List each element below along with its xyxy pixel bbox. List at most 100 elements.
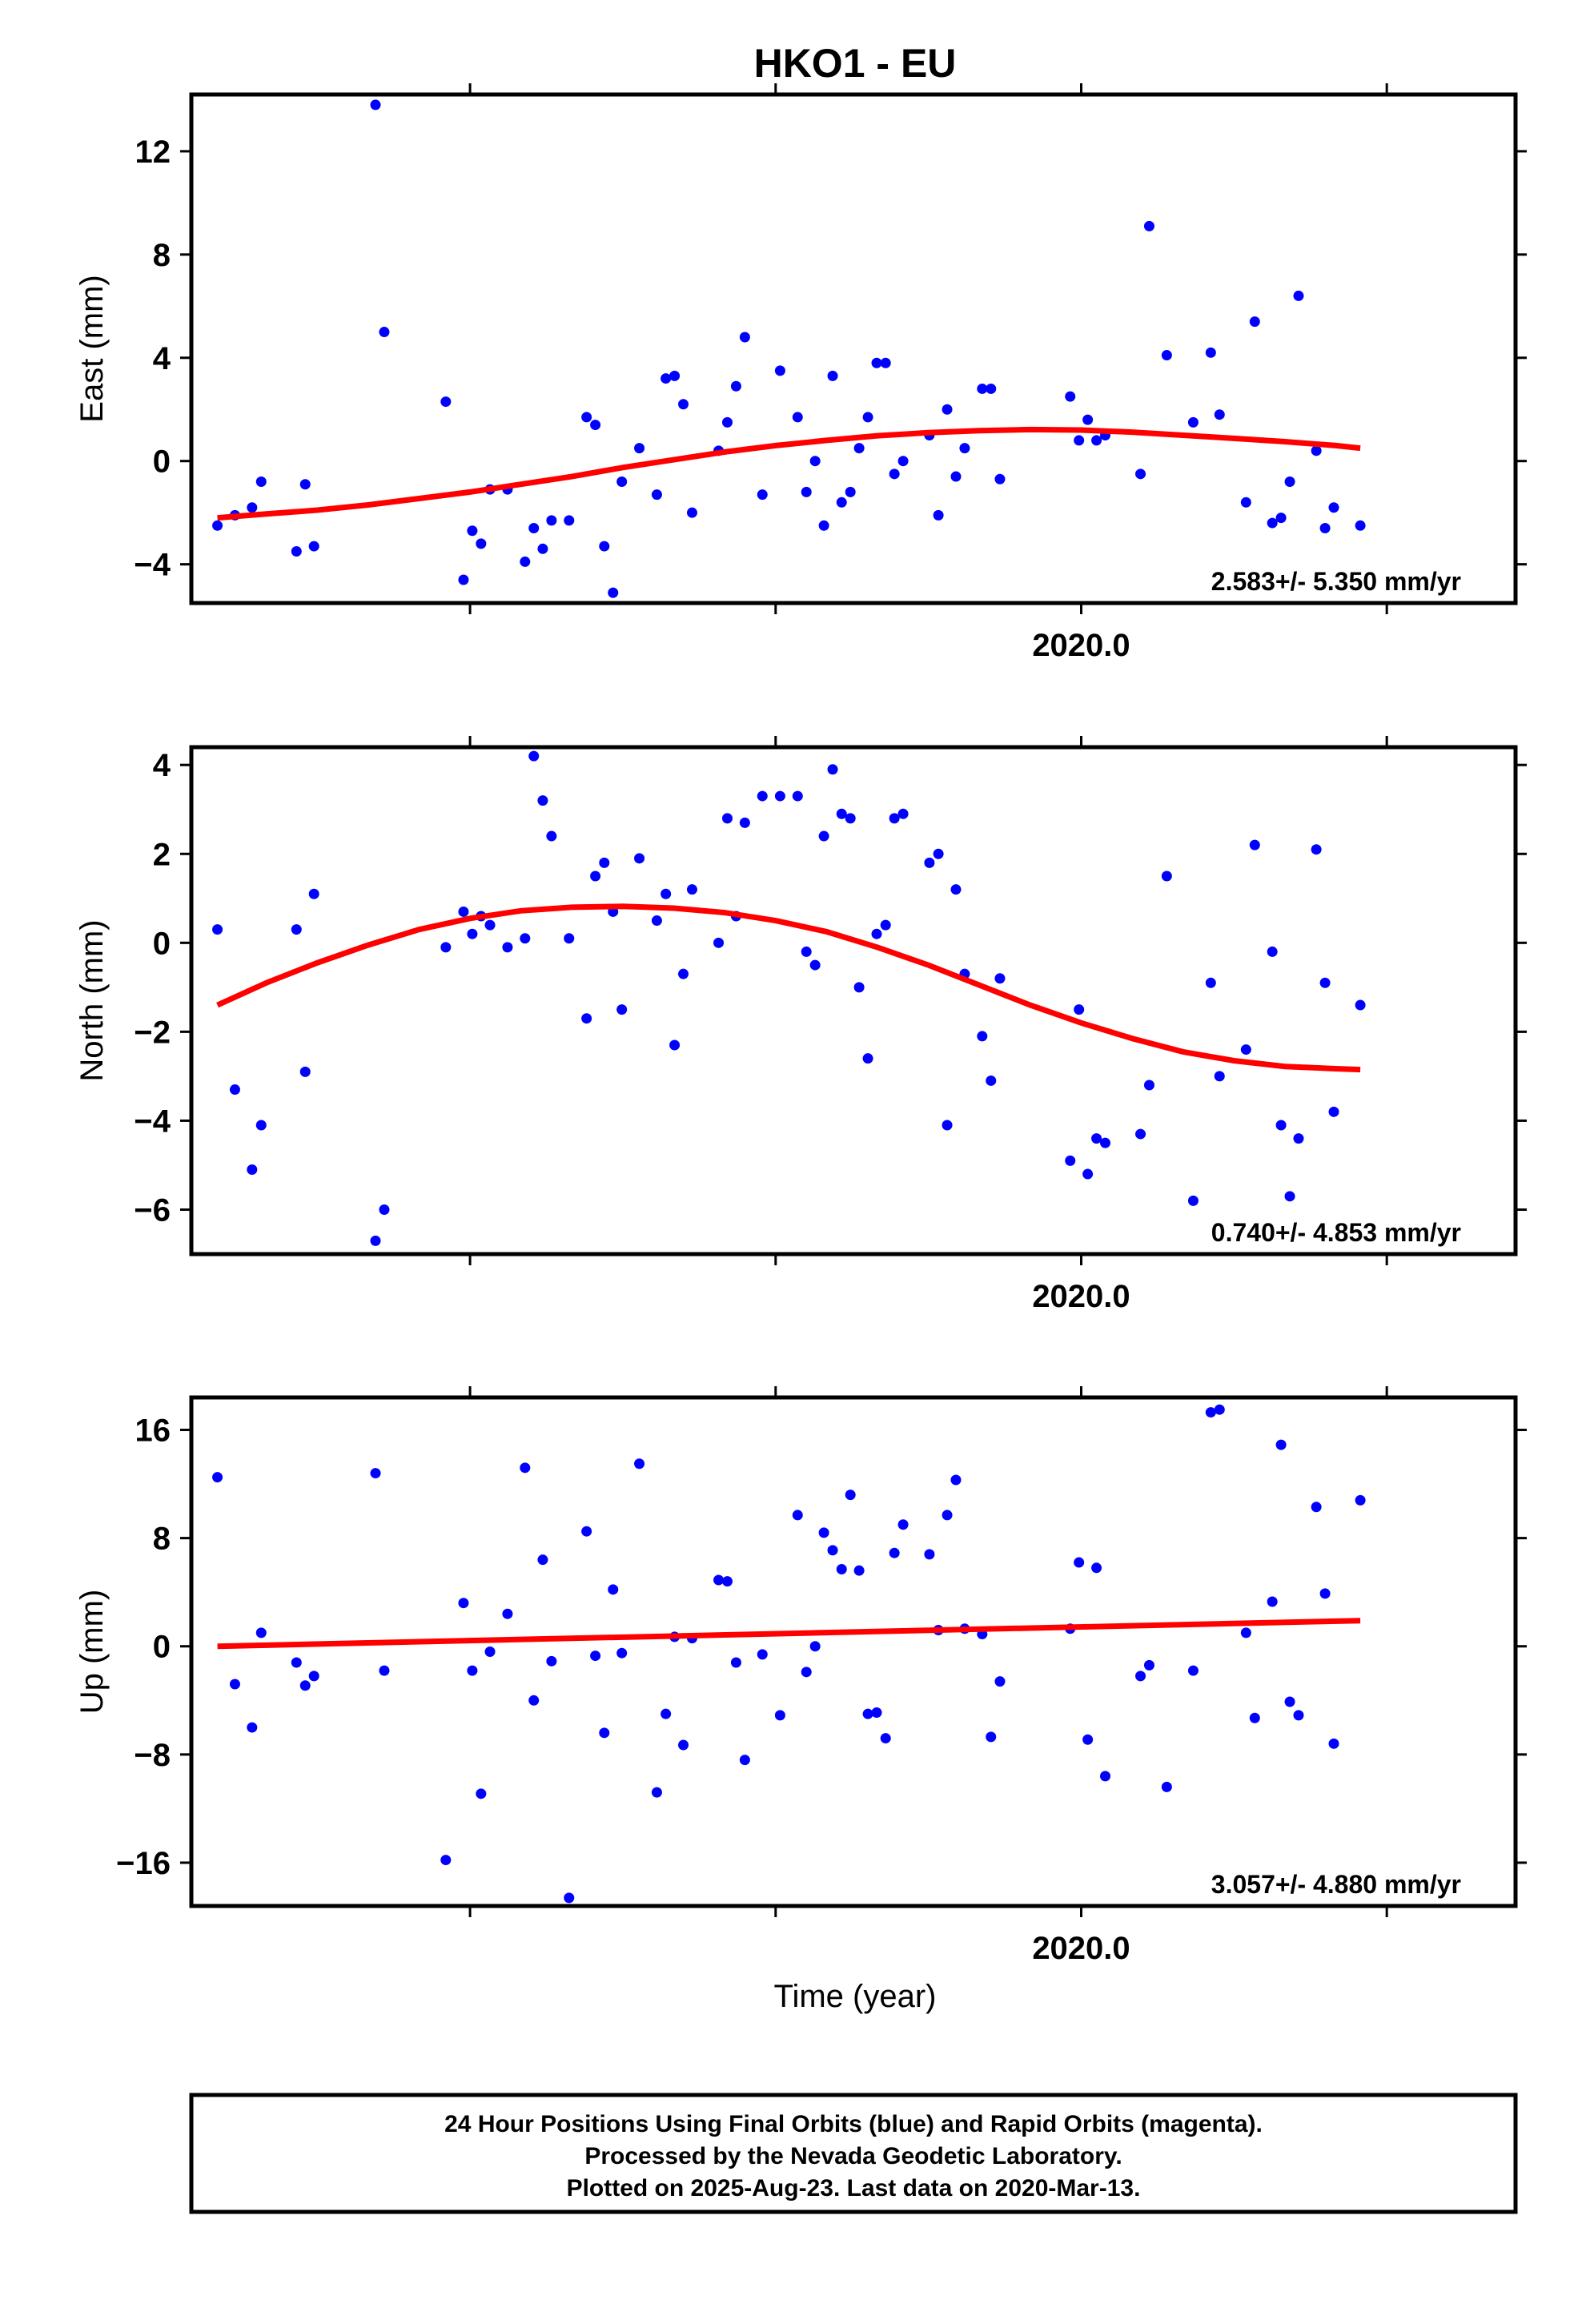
data-point-up bbox=[1100, 1771, 1111, 1782]
data-point-up bbox=[1187, 1665, 1199, 1676]
data-point-north bbox=[862, 1053, 873, 1064]
data-point-east bbox=[476, 538, 487, 549]
y-axis-label-east: East (mm) bbox=[74, 275, 110, 422]
velocity-label-east: 2.583+/- 5.350 mm/yr bbox=[1211, 567, 1461, 596]
data-point-east bbox=[458, 574, 469, 585]
data-point-east bbox=[537, 543, 548, 554]
data-point-north bbox=[1249, 839, 1260, 850]
data-point-up bbox=[467, 1665, 478, 1676]
data-point-north bbox=[950, 884, 962, 895]
data-point-up bbox=[651, 1787, 662, 1798]
data-point-north bbox=[546, 830, 557, 842]
data-point-east bbox=[1319, 523, 1331, 534]
data-point-north bbox=[634, 853, 645, 864]
data-point-east bbox=[1074, 435, 1085, 446]
data-point-north bbox=[440, 942, 452, 953]
y-tick-label-east: −4 bbox=[134, 548, 171, 583]
data-point-east bbox=[959, 443, 970, 454]
data-point-up bbox=[1214, 1404, 1225, 1415]
data-point-north bbox=[836, 808, 847, 819]
y-tick-label-east: 8 bbox=[153, 238, 171, 273]
data-point-up bbox=[757, 1649, 768, 1660]
data-point-north bbox=[818, 830, 829, 842]
data-point-north bbox=[1355, 999, 1366, 1011]
data-point-east bbox=[1284, 476, 1295, 488]
data-point-north bbox=[379, 1204, 390, 1215]
data-point-east bbox=[757, 489, 768, 501]
data-point-north bbox=[897, 808, 909, 819]
data-point-north bbox=[1187, 1195, 1199, 1206]
data-point-north bbox=[1082, 1168, 1094, 1180]
data-point-up bbox=[1249, 1712, 1260, 1723]
footer-line-3: Plotted on 2025-Aug-23. Last data on 202… bbox=[567, 2175, 1141, 2201]
data-point-east bbox=[792, 412, 803, 423]
data-point-up bbox=[1082, 1734, 1094, 1745]
data-point-north bbox=[299, 1066, 311, 1077]
data-point-north bbox=[1275, 1120, 1287, 1131]
data-point-north bbox=[564, 933, 575, 944]
y-tick-label-up: 16 bbox=[135, 1413, 171, 1449]
data-point-up bbox=[564, 1892, 575, 1904]
data-point-up bbox=[994, 1676, 1006, 1687]
y-tick-label-east: 4 bbox=[153, 341, 171, 376]
data-point-east bbox=[608, 587, 619, 598]
data-point-up bbox=[721, 1576, 733, 1587]
data-point-up bbox=[1293, 1710, 1304, 1721]
data-point-east bbox=[440, 396, 452, 408]
data-point-east bbox=[1161, 350, 1172, 361]
data-point-east bbox=[308, 541, 319, 552]
data-point-east bbox=[247, 502, 258, 513]
data-point-up bbox=[1161, 1781, 1172, 1792]
data-point-up bbox=[229, 1679, 240, 1690]
data-point-east bbox=[809, 456, 821, 467]
data-point-up bbox=[520, 1462, 531, 1474]
data-point-east bbox=[661, 373, 672, 384]
points-north bbox=[212, 750, 1366, 1246]
data-point-east bbox=[933, 509, 944, 521]
data-point-east bbox=[520, 556, 531, 567]
data-point-east bbox=[1328, 502, 1339, 513]
data-point-east bbox=[1187, 416, 1199, 428]
data-point-up bbox=[458, 1598, 469, 1609]
data-point-up bbox=[942, 1510, 953, 1521]
data-point-up bbox=[1275, 1439, 1287, 1450]
data-point-up bbox=[484, 1647, 496, 1657]
data-point-up bbox=[255, 1627, 267, 1638]
data-point-up bbox=[1091, 1562, 1102, 1574]
data-point-north bbox=[1293, 1133, 1304, 1144]
data-point-east bbox=[977, 383, 988, 394]
y-axis-label-north: North (mm) bbox=[74, 919, 110, 1081]
data-point-north bbox=[1240, 1044, 1251, 1055]
data-point-up bbox=[1284, 1696, 1295, 1707]
data-point-north bbox=[212, 924, 223, 935]
data-point-up bbox=[950, 1474, 962, 1486]
data-point-north bbox=[370, 1235, 381, 1246]
data-point-north bbox=[809, 959, 821, 971]
y-tick-label-east: 12 bbox=[135, 135, 171, 170]
data-point-east bbox=[880, 357, 891, 368]
data-point-east bbox=[845, 486, 856, 497]
data-point-north bbox=[721, 813, 733, 824]
data-point-north bbox=[713, 937, 725, 948]
data-point-north bbox=[467, 928, 478, 939]
data-point-up bbox=[299, 1680, 311, 1691]
data-point-up bbox=[1074, 1557, 1085, 1568]
data-point-up bbox=[871, 1707, 882, 1718]
data-point-up bbox=[889, 1547, 900, 1558]
data-point-up bbox=[713, 1574, 725, 1586]
data-point-north bbox=[502, 942, 513, 953]
x-axis-label: Time (year) bbox=[774, 1979, 937, 2014]
data-point-east bbox=[889, 468, 900, 480]
data-point-east bbox=[686, 507, 697, 518]
data-point-up bbox=[1135, 1671, 1146, 1682]
data-point-east bbox=[616, 476, 628, 488]
data-point-up bbox=[678, 1739, 689, 1751]
data-point-up bbox=[880, 1733, 891, 1744]
data-point-north bbox=[484, 919, 496, 931]
data-point-up bbox=[1311, 1502, 1322, 1513]
data-point-east bbox=[1214, 409, 1225, 420]
data-point-east bbox=[299, 479, 311, 490]
data-point-north bbox=[528, 750, 540, 762]
data-point-east bbox=[564, 515, 575, 526]
data-point-east bbox=[467, 525, 478, 537]
